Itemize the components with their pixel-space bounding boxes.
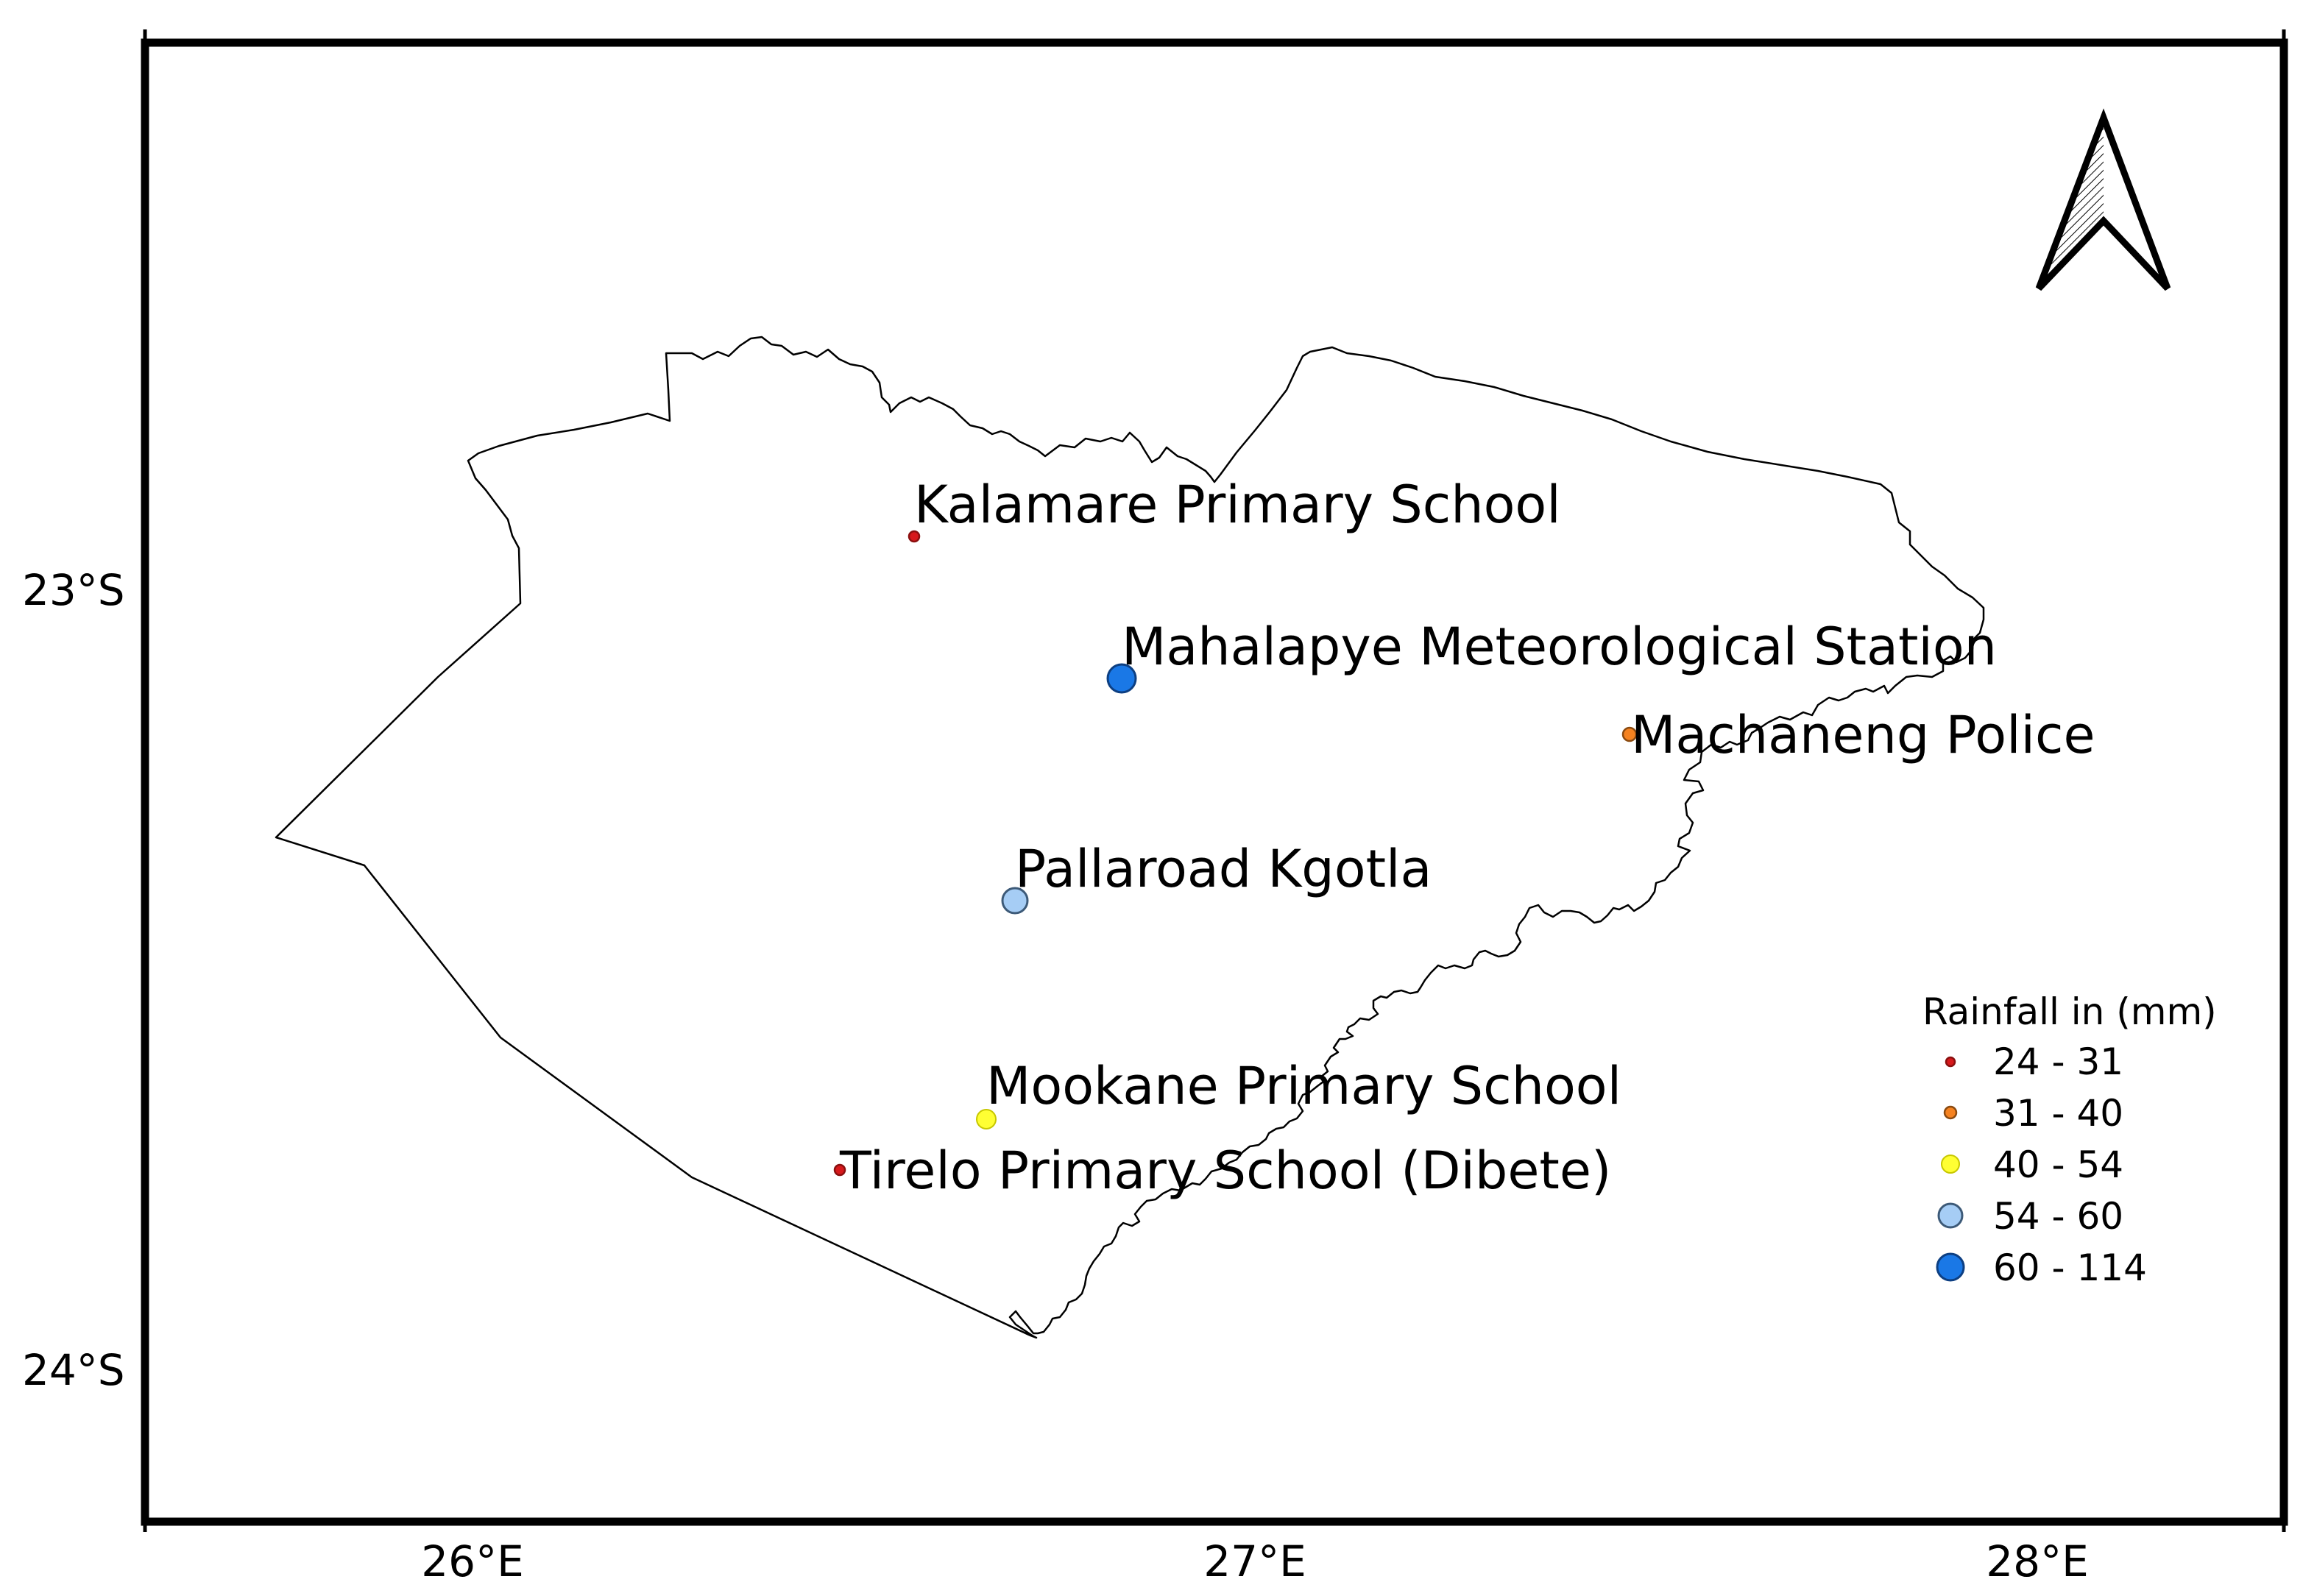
- lat-label-24s: 24°S: [22, 1345, 125, 1395]
- legend-label-3: 40 - 54: [1993, 1143, 2123, 1186]
- station-marker-tirelo[interactable]: [833, 1163, 846, 1177]
- station-label-tirelo: Tirelo Primary School (Dibete): [839, 1141, 1611, 1201]
- station-marker-mookane[interactable]: [976, 1109, 997, 1129]
- legend-swatch-2: [1943, 1105, 1958, 1120]
- district-boundary: [275, 336, 1985, 1339]
- map-frame: [141, 38, 2288, 1526]
- station-label-mookane: Mookane Primary School: [986, 1056, 1621, 1116]
- legend-label-2: 31 - 40: [1993, 1092, 2123, 1135]
- lon-label-27e: 27°E: [1203, 1536, 1306, 1586]
- station-label-pallaroad: Pallaroad Kgotla: [1015, 839, 1432, 899]
- legend-label-5: 60 - 114: [1993, 1246, 2147, 1289]
- station-marker-pallaroad[interactable]: [1001, 887, 1029, 915]
- station-label-mahalapye: Mahalapye Meteorological Station: [1122, 617, 1997, 677]
- station-label-machaneng: Machaneng Police: [1631, 705, 2095, 765]
- station-marker-machaneng[interactable]: [1621, 726, 1638, 742]
- legend-label-1: 24 - 31: [1993, 1040, 2123, 1083]
- station-marker-kalamare[interactable]: [908, 530, 921, 543]
- lon-label-26e: 26°E: [421, 1536, 523, 1586]
- north-arrow-icon: [2035, 108, 2171, 291]
- frame-ticks: [143, 29, 2286, 1532]
- legend-swatch-4: [1937, 1202, 1964, 1229]
- station-marker-mahalapye[interactable]: [1106, 663, 1137, 694]
- legend-swatch-1: [1945, 1056, 1956, 1068]
- legend-swatch-5: [1936, 1252, 1965, 1282]
- legend-label-4: 54 - 60: [1993, 1195, 2123, 1238]
- lon-label-28e: 28°E: [1986, 1536, 2088, 1586]
- legend-swatch-3: [1941, 1155, 1960, 1174]
- legend: Rainfall in (mm) 24 - 31 31 - 40 40 - 54…: [1922, 990, 2217, 1289]
- lat-label-23s: 23°S: [22, 565, 125, 615]
- legend-title: Rainfall in (mm): [1922, 990, 2217, 1033]
- station-label-kalamare: Kalamare Primary School: [914, 475, 1561, 535]
